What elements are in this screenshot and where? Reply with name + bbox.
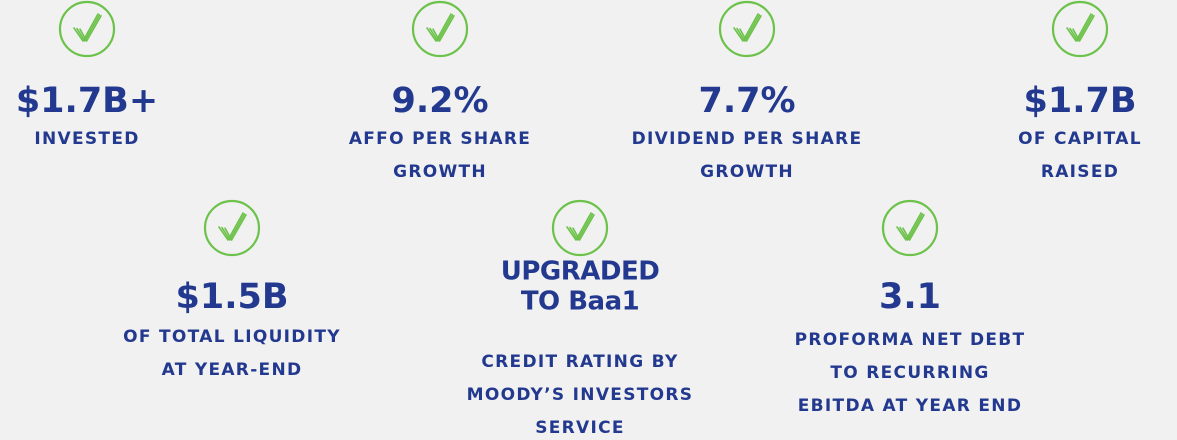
stat-label: PROFORMA NET DEBT — [795, 330, 1026, 350]
check-stroke — [733, 13, 759, 42]
check-stroke — [79, 15, 102, 42]
check-icon — [411, 0, 469, 58]
check-stroke — [899, 213, 924, 241]
stat-label: INVESTED — [34, 129, 139, 149]
check-stroke — [566, 212, 592, 241]
check-stroke — [1066, 13, 1092, 42]
check-circle — [881, 199, 939, 257]
stat-label: CREDIT RATING BY — [481, 352, 678, 372]
stat-item: $1.7B OF CAPITAL RAISED — [1018, 0, 1142, 182]
check-stroke — [221, 213, 246, 241]
stat-label: AT YEAR-END — [162, 360, 303, 380]
stat-label: GROWTH — [393, 162, 487, 182]
stat-value: 7.7% — [698, 81, 795, 121]
check-stroke — [736, 14, 761, 42]
stat-item: 7.7% DIVIDEND PER SHARE GROWTH — [632, 0, 863, 182]
stat-value: 9.2% — [391, 81, 488, 121]
check-icon — [881, 199, 939, 257]
stat-item: 3.1 PROFORMA NET DEBT TO RECURRING EBITDA A… — [795, 199, 1026, 416]
stat-label: AFFO PER SHARE — [349, 129, 531, 149]
check-stroke — [739, 15, 762, 42]
check-icon — [718, 0, 776, 58]
check-stroke — [224, 214, 247, 241]
check-circle — [1051, 0, 1109, 58]
stat-label: OF TOTAL LIQUIDITY — [123, 327, 341, 347]
check-stroke — [896, 212, 922, 241]
stat-item: $1.7B+ INVESTED — [16, 0, 158, 149]
stat-label: MOODY’S INVESTORS — [467, 385, 694, 405]
stat-label: RAISED — [1041, 162, 1119, 182]
check-icon — [203, 199, 261, 257]
stat-label: GROWTH — [700, 162, 794, 182]
stat-item: 9.2% AFFO PER SHARE GROWTH — [349, 0, 531, 182]
stat-label: SERVICE — [535, 418, 625, 438]
stat-value: $1.5B — [175, 277, 288, 317]
stat-value: 3.1 — [879, 277, 941, 317]
check-stroke — [902, 214, 925, 241]
check-circle — [718, 0, 776, 58]
check-stroke — [569, 213, 594, 241]
check-circle — [58, 0, 116, 58]
check-stroke — [1072, 15, 1095, 42]
check-icon — [551, 199, 609, 257]
check-circle — [551, 199, 609, 257]
stat-item: $1.5B OF TOTAL LIQUIDITY AT YEAR-END — [123, 199, 341, 380]
stat-label: TO RECURRING — [830, 363, 989, 383]
stat-label: OF CAPITAL — [1018, 129, 1142, 149]
stat-label: DIVIDEND PER SHARE — [632, 129, 863, 149]
stat-value: UPGRADED — [501, 257, 660, 287]
check-circle — [411, 0, 469, 58]
stat-value: $1.7B — [1023, 81, 1136, 121]
stat-label: EBITDA AT YEAR END — [798, 396, 1022, 416]
check-stroke — [432, 15, 455, 42]
check-stroke — [426, 13, 452, 42]
check-stroke — [76, 14, 101, 42]
check-icon — [1051, 0, 1109, 58]
check-stroke — [572, 214, 595, 241]
check-stroke — [429, 14, 454, 42]
check-stroke — [1069, 14, 1094, 42]
check-stroke — [218, 212, 244, 241]
check-circle — [203, 199, 261, 257]
check-stroke — [73, 13, 99, 42]
stat-value: $1.7B+ — [16, 81, 158, 121]
stat-value: TO Baa1 — [521, 287, 639, 317]
check-icon — [58, 0, 116, 58]
